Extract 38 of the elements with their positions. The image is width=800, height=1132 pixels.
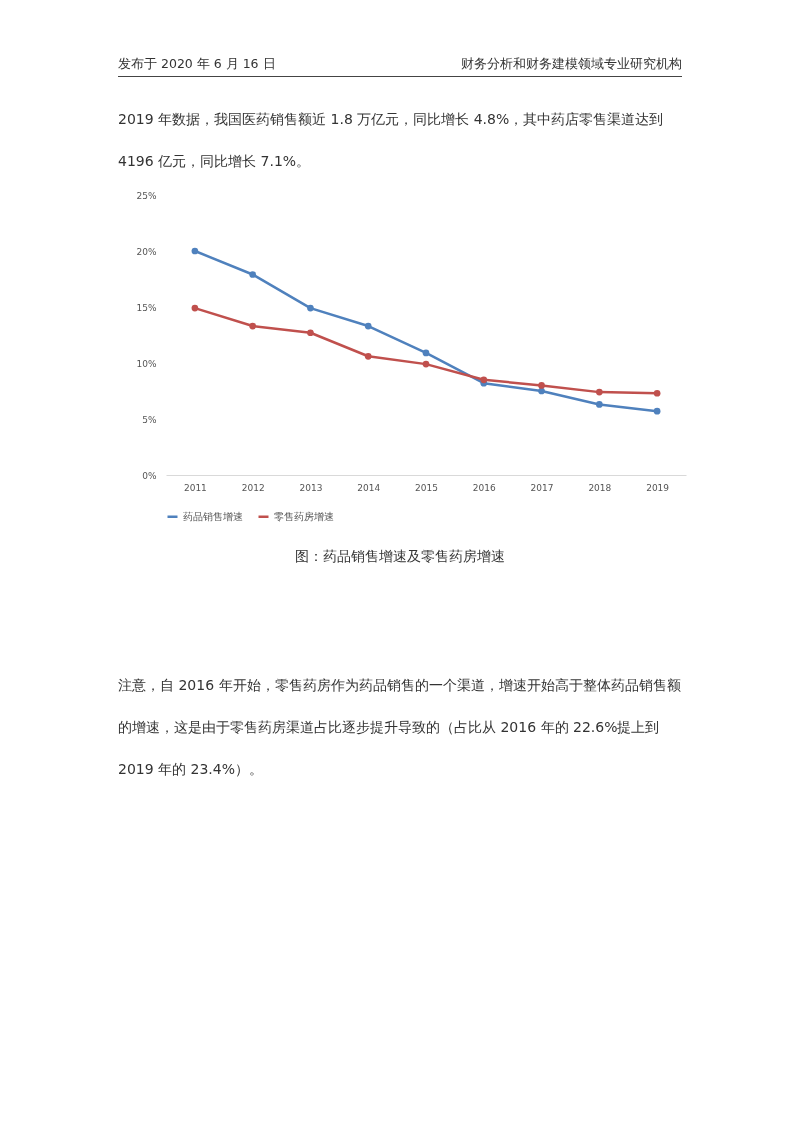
x-tick-label: 2013 — [299, 482, 323, 493]
point — [249, 322, 257, 330]
point — [595, 401, 603, 408]
y-tick-label: 5% — [142, 414, 157, 425]
x-tick-label: 2012 — [241, 482, 265, 493]
y-tick-label: 25% — [136, 190, 157, 201]
point — [538, 387, 545, 395]
point — [595, 388, 603, 396]
point — [191, 247, 199, 255]
text: 2019 年数据，我国医药销售额近 1.8 万亿元，同比增长 4.8%，其中药店零售渠道达到 4196 亿元，同比增长 7.1%。 — [118, 111, 664, 169]
point — [364, 322, 372, 330]
point — [538, 382, 545, 389]
point — [653, 389, 661, 397]
point — [364, 352, 372, 360]
point — [307, 329, 314, 337]
x-tick-label: 2016 — [472, 482, 496, 493]
y-tick-label: 10% — [136, 358, 157, 369]
x-tick-label: 2017 — [530, 482, 554, 493]
text: 图：药品销售增速及零售药房增速 — [294, 548, 506, 566]
x-tick-label: 2014 — [357, 482, 381, 493]
x-tick-label: 2011 — [183, 482, 207, 493]
y-tick-label: 15% — [136, 302, 157, 313]
point — [249, 271, 257, 278]
y-tick-label: 20% — [136, 246, 157, 257]
legend-label: 药品销售增速 — [183, 510, 243, 522]
x-tick-label: 2019 — [646, 482, 670, 493]
x-tick-label: 2015 — [415, 482, 438, 493]
point — [422, 349, 430, 357]
y-tick-label: 0% — [142, 470, 157, 481]
point — [307, 304, 314, 312]
text: 注意，自 2016 年开始，零售药房作为药品销售的一个渠道，增速开始高于整体药品销售额的增速，这是由于零售药房渠道占比逐步提升导致的（占比从 2016 年的 22.6%提上到 2019 年的 23.4%）。 — [118, 677, 681, 777]
point — [653, 407, 661, 415]
legend-label: 零售药房增速 — [274, 510, 334, 522]
text: 财务分析和财务建模领域专业研究机构 — [461, 56, 682, 73]
point — [422, 360, 430, 368]
point — [191, 304, 199, 312]
text: 发布于 2020 年 6 月 16 日 — [118, 56, 276, 73]
x-tick-label: 2018 — [588, 482, 612, 493]
